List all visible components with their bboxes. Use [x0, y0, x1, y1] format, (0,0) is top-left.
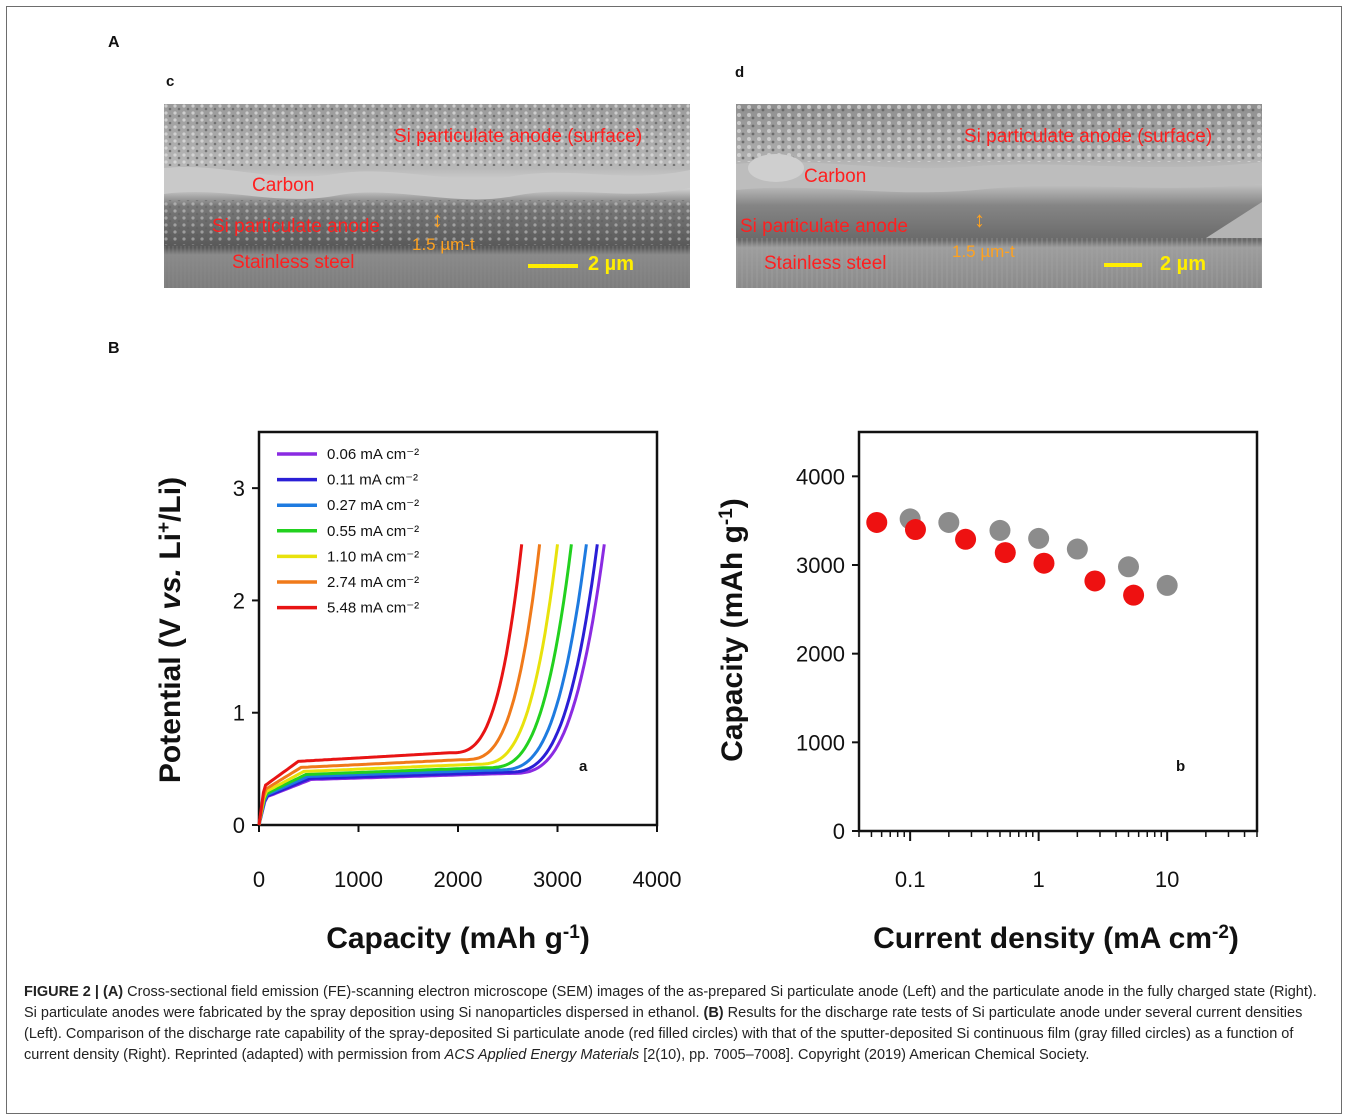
chart-a-legend-label: 0.11 mA cm⁻²: [327, 472, 418, 489]
chart-a-ytick-label: 1: [233, 701, 245, 726]
sem-texture-right: [736, 104, 1262, 288]
chart-b-point: [955, 528, 977, 550]
sem-right-tag: d: [735, 64, 745, 81]
chart-b-tag: b: [1176, 758, 1185, 775]
chart-b-point: [904, 519, 926, 541]
sem-right-substrate-label: Stainless steel: [764, 253, 887, 274]
figure-frame: [6, 6, 1342, 1114]
chart-a-series-line: [257, 544, 573, 826]
sem-right-thickness-arrow: ↕: [974, 207, 985, 232]
chart-b-xtick-label: 0.1: [895, 867, 926, 892]
chart-a-ytick-label: 2: [233, 588, 245, 613]
caption-a-text: Cross-sectional field emission (FE)-scan…: [24, 984, 1317, 1021]
sem-left-anode-label: Si particulate anode: [212, 216, 380, 237]
chart-a-legend-label: 2.74 mA cm⁻²: [327, 574, 419, 591]
chart-b-point: [1084, 570, 1106, 592]
figure-caption: FIGURE 2 | (A) Cross-sectional field emi…: [24, 982, 1324, 1066]
sem-left-surface-label: Si particulate anode (surface): [394, 126, 643, 147]
sem-right-thickness-label: 1.5 µm-t: [952, 242, 1015, 261]
caption-journal: ACS Applied Energy Materials: [444, 1047, 640, 1063]
chart-a-legend-label: 1.10 mA cm⁻²: [327, 548, 419, 565]
panel-a-label: A: [108, 34, 120, 51]
sem-image-left: Si particulate anode (surface) Carbon Si…: [164, 104, 690, 288]
sem-left-carbon-label: Carbon: [252, 175, 315, 196]
chart-a-legend-label: 0.27 mA cm⁻²: [327, 497, 419, 514]
chart-a-legend-label: 0.55 mA cm⁻²: [327, 523, 419, 540]
chart-b: 0.1 1 10 0 1000 2000 3000 4000 b Current densit…: [716, 430, 1259, 956]
caption-tail: [2(10), pp. 7005–7008]. Copyright (2019)…: [639, 1047, 1090, 1063]
chart-b-point: [938, 511, 960, 533]
chart-a-series-line: [257, 544, 599, 826]
chart-b-point: [1123, 584, 1145, 606]
chart-b-frame: [857, 430, 1259, 833]
chart-a-series-line: [257, 544, 559, 826]
sem-left-scale-bar: [528, 264, 578, 268]
chart-b-ytick-label: 4000: [796, 464, 845, 489]
chart-b-point: [1066, 538, 1088, 560]
sem-texture-left: [164, 104, 690, 288]
chart-a-legend-label: 5.48 mA cm⁻²: [327, 600, 419, 617]
caption-figure-label: FIGURE 2 |: [24, 984, 99, 1000]
chart-a: 0 1000 2000 3000 4000 0 1 2 3 0.06 mA cm⁻² 0.11 m…: [154, 430, 682, 956]
chart-a-xlabel: Capacity (mAh g-1): [326, 922, 590, 956]
chart-b-point: [989, 519, 1011, 541]
chart-a-xtick-label: 3000: [533, 867, 582, 892]
sem-left-thickness-label: 1.5 µm-t: [412, 235, 475, 254]
chart-a-ylabel: Potential (V vs. Li+/Li): [154, 477, 188, 783]
charts-svg: 0 1000 2000 3000 4000 0 1 2 3 0.06 mA cm⁻² 0.11 m…: [154, 430, 1259, 956]
chart-a-series-line: [257, 544, 588, 826]
chart-a-series-line: [257, 544, 524, 826]
chart-a-xtick-label: 0: [253, 867, 265, 892]
sem-left-tag: c: [166, 73, 175, 90]
chart-a-series-line: [257, 544, 542, 826]
chart-b-ylabel: Capacity (mAh g-1): [716, 498, 750, 762]
chart-b-point: [994, 542, 1016, 564]
sem-left-scale-label: 2 µm: [588, 253, 634, 275]
sem-image-right: Si particulate anode (surface) Carbon Si…: [736, 104, 1262, 288]
sem-right-scale-bar: [1104, 263, 1142, 267]
chart-b-point: [1117, 556, 1139, 578]
sem-right-carbon-label: Carbon: [804, 166, 867, 187]
chart-b-ytick-label: 2000: [796, 642, 845, 667]
sem-left-thickness-arrow: ↕: [432, 207, 443, 232]
sem-right-scale-label: 2 µm: [1160, 253, 1206, 275]
caption-b-text: Results for the discharge rate tests of …: [24, 1005, 1303, 1063]
chart-b-point: [1156, 574, 1178, 596]
chart-b-xtick-label: 1: [1033, 867, 1045, 892]
chart-b-xtick-label: 10: [1155, 867, 1179, 892]
chart-a-ytick-label: 3: [233, 476, 245, 501]
caption-a-label: (A): [103, 984, 124, 1000]
chart-b-xlabel: Current density (mA cm-2): [873, 922, 1239, 956]
chart-b-point: [1033, 552, 1055, 574]
chart-a-legend-label: 0.06 mA cm⁻²: [327, 446, 419, 463]
sem-right-surface-label: Si particulate anode (surface): [964, 126, 1213, 147]
chart-b-ytick-label: 0: [833, 819, 845, 844]
chart-b-ytick-label: 1000: [796, 730, 845, 755]
sem-left-substrate-label: Stainless steel: [232, 252, 355, 273]
chart-a-xtick-label: 4000: [633, 867, 682, 892]
chart-a-tag: a: [579, 758, 588, 775]
panel-b-label: B: [108, 340, 120, 357]
caption-b-label: (B): [703, 1005, 724, 1021]
chart-b-point: [1028, 527, 1050, 549]
chart-a-xtick-label: 2000: [434, 867, 483, 892]
chart-b-point: [866, 511, 888, 533]
sem-right-anode-label: Si particulate anode: [740, 216, 908, 237]
chart-a-xtick-label: 1000: [334, 867, 383, 892]
chart-b-ytick-label: 3000: [796, 553, 845, 578]
chart-a-ytick-label: 0: [233, 813, 245, 838]
